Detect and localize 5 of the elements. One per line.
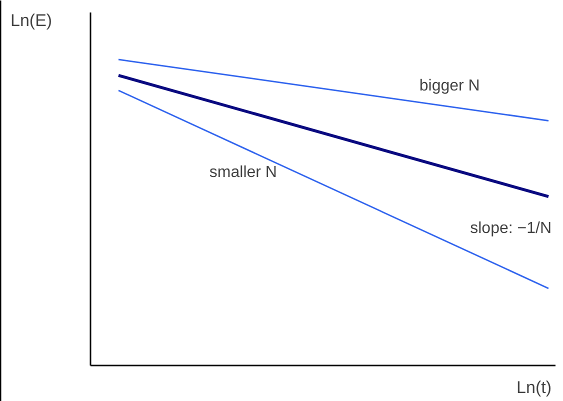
series-label: smaller N: [209, 164, 277, 181]
y-axis-title: Ln(E): [10, 11, 52, 30]
x-axis-title: Ln(t): [516, 378, 552, 397]
annotation: slope: −1/N: [470, 220, 552, 237]
series-label: bigger N: [419, 78, 480, 95]
